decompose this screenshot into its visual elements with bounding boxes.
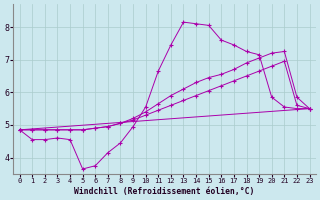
- X-axis label: Windchill (Refroidissement éolien,°C): Windchill (Refroidissement éolien,°C): [74, 187, 255, 196]
